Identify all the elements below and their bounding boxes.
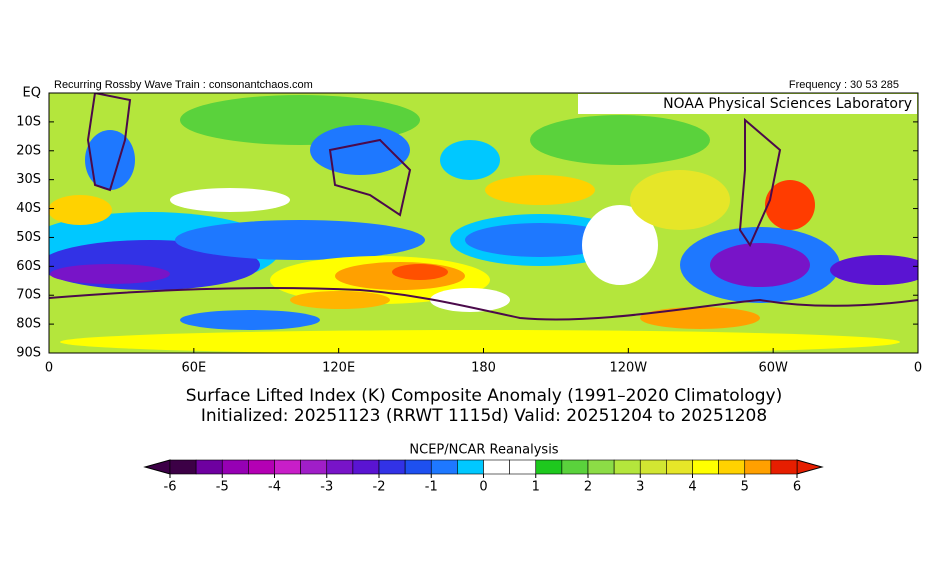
lat-label: 60S [16,259,41,274]
colorbar-tick-label: -5 [216,480,229,495]
colorbar-swatch [248,459,275,475]
anomaly-field [49,93,918,353]
colorbar-swatch [169,459,197,475]
colorbar-swatch [404,459,432,475]
colorbar-swatch [300,459,328,475]
colorbar-swatch [561,459,589,475]
lon-label: 60W [758,361,788,376]
colorbar-swatch [770,459,798,475]
lat-label: 70S [16,288,41,303]
colorbar-swatch [587,459,615,475]
colorbar-swatch [326,459,354,475]
lab-box [578,94,917,114]
dynamic: EQ 10S 20S 30S 40S 50S 60S 70S 80S 90S 0 60E 120E 180… [16,86,922,495]
colorbar-tick-label: -3 [320,480,333,495]
colorbar-swatch [744,459,772,475]
colorbar-swatch [221,459,249,475]
lat-label: 80S [16,317,41,332]
colorbar-tick-label: -1 [425,480,438,495]
title-line1: Surface Lifted Index (K) Composite Anoma… [186,386,783,406]
header-right: Frequency : 30 53 285 [789,79,899,91]
header-left: Recurring Rossby Wave Train : consonantc… [54,79,313,91]
lab-label: NOAA Physical Sciences Laboratory [663,96,912,112]
lon-label: 180 [471,361,496,376]
colorbar-tick-label: 1 [532,480,540,495]
colorbar-end [796,459,824,475]
lat-label: 10S [16,114,41,129]
colorbar-swatch [613,459,641,475]
colorbar-swatch [666,459,693,475]
colorbar-swatch [378,459,406,475]
colorbar-swatch [457,459,484,475]
colorbar-swatch [430,459,458,475]
lon-label: 0 [45,361,53,376]
lat-label: 40S [16,201,41,216]
colorbar-swatch [274,459,301,475]
lat-label: 20S [16,143,41,158]
colorbar-tick-label: 2 [584,480,592,495]
lon-label: 60E [181,361,206,376]
colorbar-tick-label: -6 [164,480,177,495]
colorbar-tick-label: 6 [793,480,801,495]
colorbar-swatch [718,459,746,475]
colorbar-swatch [483,459,510,475]
colorbar-swatch [535,459,563,475]
lat-label: EQ [23,86,41,101]
lon-label: 120E [322,361,355,376]
colorbar-tick-label: -4 [268,480,281,495]
lat-label: 30S [16,172,41,187]
colorbar-tick-label: 0 [479,480,487,495]
lon-label: 0 [914,361,922,376]
colorbar-swatch [639,459,667,475]
lat-label: 90S [16,346,41,361]
title-line2: Initialized: 20251123 (RRWT 1115d) Valid… [201,406,767,426]
colorbar-swatch [195,459,223,475]
colorbar-tick-label: -2 [373,480,386,495]
colorbar-tick-label: 5 [741,480,749,495]
colorbar-swatch [352,459,380,475]
colorbar-end [143,459,171,475]
colorbar-label: NCEP/NCAR Reanalysis [409,443,558,458]
lon-label: 120W [609,361,647,376]
colorbar-swatch [692,459,719,475]
colorbar-tick-label: 4 [688,480,696,495]
lat-label: 50S [16,230,41,245]
colorbar-swatch [509,459,537,475]
colorbar-tick-label: 3 [636,480,644,495]
